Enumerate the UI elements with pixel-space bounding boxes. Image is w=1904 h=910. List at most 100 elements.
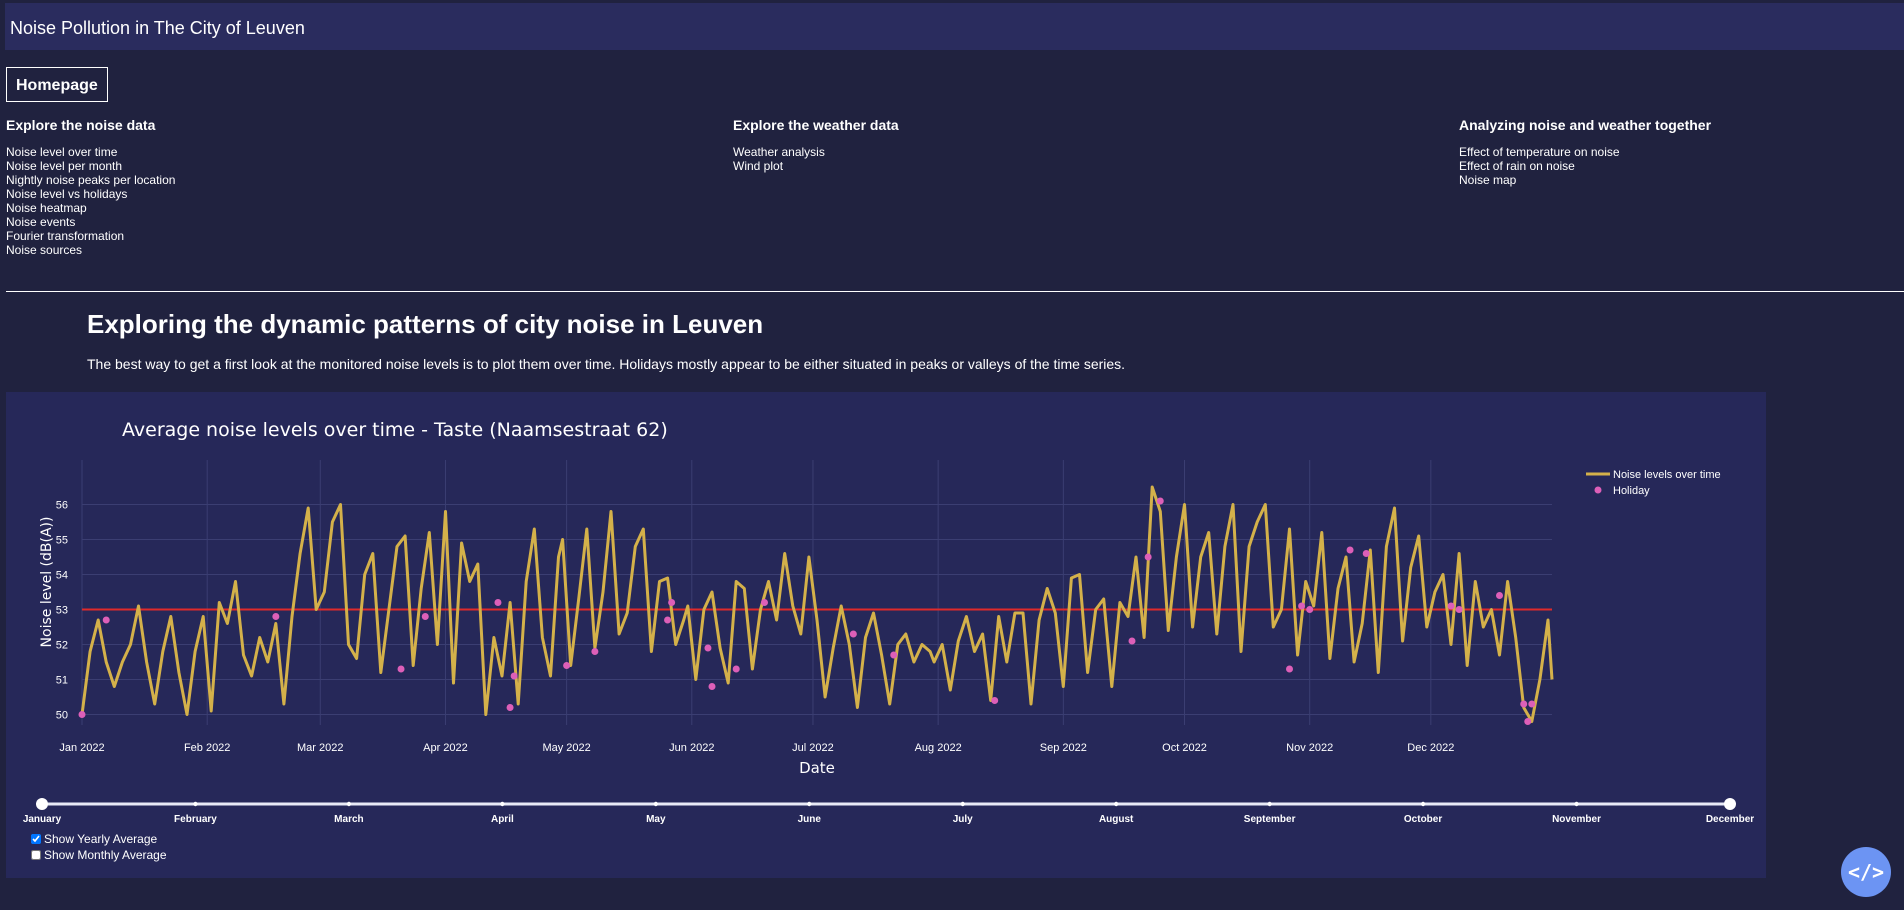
nav-link-noise-map[interactable]: Noise map — [1459, 173, 1517, 187]
holiday-point[interactable] — [1520, 700, 1528, 708]
chart-title: Average noise levels over time - Taste (… — [122, 419, 668, 441]
toggle-monthly-average[interactable]: Show Monthly Average — [31, 848, 167, 862]
x-tick-label: May 2022 — [542, 742, 590, 754]
nav-link-fourier[interactable]: Fourier transformation — [6, 229, 125, 243]
y-tick-label: 56 — [56, 500, 68, 512]
legend-label-noise[interactable]: Noise levels over time — [1613, 469, 1721, 481]
slider-month-label: January — [23, 814, 62, 825]
nav-heading-noise: Explore the noise data — [6, 117, 156, 133]
slider-month-label: August — [1099, 814, 1134, 825]
x-tick-labels: Jan 2022 Feb 2022 Mar 2022 Apr 2022 May 2022… — [59, 742, 1454, 754]
x-tick-label: Apr 2022 — [423, 742, 468, 754]
slider-month-label: May — [646, 814, 666, 825]
holiday-point[interactable] — [102, 616, 110, 624]
slider-month-label: September — [1244, 814, 1296, 825]
holiday-point[interactable] — [890, 651, 898, 659]
holiday-point[interactable] — [668, 599, 676, 606]
slider-tick — [1267, 801, 1272, 807]
slider-handle-end[interactable] — [1724, 798, 1736, 810]
holiday-point[interactable] — [1298, 602, 1306, 610]
holiday-point[interactable] — [78, 711, 86, 718]
holiday-point[interactable] — [494, 599, 502, 606]
x-tick-label: Oct 2022 — [1162, 742, 1207, 754]
y-tick-label: 54 — [56, 570, 68, 582]
section-divider — [6, 291, 1904, 292]
chart-panel: Average noise levels over time - Taste (… — [6, 392, 1766, 878]
holiday-point[interactable] — [510, 672, 518, 680]
holiday-point[interactable] — [1496, 592, 1503, 599]
x-tick-label: Feb 2022 — [184, 742, 230, 754]
toggle-yearly-average[interactable]: Show Yearly Average — [31, 832, 157, 846]
slider-tick — [346, 801, 352, 807]
label-monthly-average: Show Monthly Average — [44, 848, 167, 862]
nav-link-noise-over-time[interactable]: Noise level over time — [6, 145, 118, 159]
x-tick-label: Jun 2022 — [669, 742, 714, 754]
x-tick-label: Jul 2022 — [792, 742, 834, 754]
holiday-point[interactable] — [708, 683, 716, 690]
holiday-point[interactable] — [664, 616, 672, 624]
holiday-point[interactable] — [1156, 497, 1164, 505]
nav-link-noise-heatmap[interactable]: Noise heatmap — [6, 201, 87, 215]
slider-month-label: February — [174, 814, 217, 825]
x-tick-label: Aug 2022 — [915, 742, 962, 754]
x-axis-label: Date — [799, 759, 835, 777]
holiday-point[interactable] — [506, 704, 514, 711]
y-tick-label: 52 — [56, 640, 68, 652]
holiday-point[interactable] — [1128, 637, 1136, 645]
holiday-point[interactable] — [1362, 550, 1370, 557]
holiday-point[interactable] — [991, 697, 999, 704]
nav-weather: Explore the weather data Weather analysi… — [733, 117, 899, 173]
nav-link-noise-events[interactable]: Noise events — [6, 215, 76, 229]
y-tick-label: 51 — [56, 675, 68, 687]
nav-heading-combined: Analyzing noise and weather together — [1459, 117, 1712, 133]
legend-label-holiday[interactable]: Holiday — [1613, 485, 1650, 497]
nav-link-noise-vs-holidays[interactable]: Noise level vs holidays — [6, 187, 128, 201]
holiday-point[interactable] — [397, 665, 405, 673]
nav-link-noise-per-month[interactable]: Noise level per month — [6, 159, 123, 173]
y-tick-labels: 50 51 52 53 54 55 56 — [56, 500, 68, 722]
holiday-point[interactable] — [563, 662, 571, 669]
x-tick-label: Jan 2022 — [59, 742, 104, 754]
slider-tick — [193, 801, 198, 807]
holiday-point[interactable] — [732, 665, 740, 673]
nav-link-noise-sources[interactable]: Noise sources — [6, 243, 83, 257]
holiday-point[interactable] — [1528, 700, 1536, 708]
nav-link-rain-noise[interactable]: Effect of rain on noise — [1459, 159, 1575, 173]
x-tick-label: Dec 2022 — [1407, 742, 1454, 754]
holiday-point[interactable] — [849, 630, 857, 638]
checkbox-monthly-average[interactable] — [31, 850, 41, 860]
y-axis-label: Noise level (dB(A)) — [39, 517, 55, 648]
holiday-point[interactable] — [761, 599, 768, 606]
page-title: Exploring the dynamic patterns of city n… — [87, 309, 764, 339]
noise-series-line — [80, 485, 1554, 723]
nav-link-temperature-noise[interactable]: Effect of temperature on noise — [1459, 145, 1620, 159]
holiday-point[interactable] — [1286, 665, 1293, 673]
holiday-point[interactable] — [591, 648, 599, 655]
holiday-point[interactable] — [272, 613, 280, 620]
holiday-point[interactable] — [1346, 546, 1354, 554]
holiday-point[interactable] — [421, 613, 429, 620]
x-tick-label: Sep 2022 — [1040, 742, 1087, 754]
slider-month-label: November — [1552, 814, 1601, 825]
header-bar: Noise Pollution in The City of Leuven — [5, 3, 1904, 50]
holiday-point[interactable] — [1144, 553, 1152, 561]
nav-combined: Analyzing noise and weather together Eff… — [1459, 117, 1711, 187]
code-toggle-button[interactable]: </> — [1841, 847, 1891, 897]
slider-tick — [500, 801, 505, 807]
slider-handle-start[interactable] — [36, 798, 48, 810]
nav-link-nightly-peaks[interactable]: Nightly noise peaks per location — [6, 173, 176, 187]
noise-line-chart[interactable]: Average noise levels over time - Taste (… — [6, 392, 1766, 878]
app-title: Noise Pollution in The City of Leuven — [10, 18, 305, 38]
holiday-point[interactable] — [1455, 606, 1463, 613]
month-range-slider[interactable]: January February March April May June July Augu… — [23, 798, 1754, 825]
holiday-point[interactable] — [1524, 718, 1532, 725]
nav-link-wind-plot[interactable]: Wind plot — [733, 159, 784, 173]
nav-link-weather-analysis[interactable]: Weather analysis — [733, 145, 825, 159]
holiday-point[interactable] — [1447, 602, 1455, 610]
checkbox-yearly-average[interactable] — [31, 834, 41, 844]
grid — [81, 460, 1552, 725]
legend[interactable]: Noise levels over time Holiday — [1586, 469, 1721, 497]
holiday-point[interactable] — [1306, 606, 1314, 613]
homepage-button[interactable]: Homepage — [6, 67, 108, 102]
holiday-point[interactable] — [704, 644, 712, 652]
